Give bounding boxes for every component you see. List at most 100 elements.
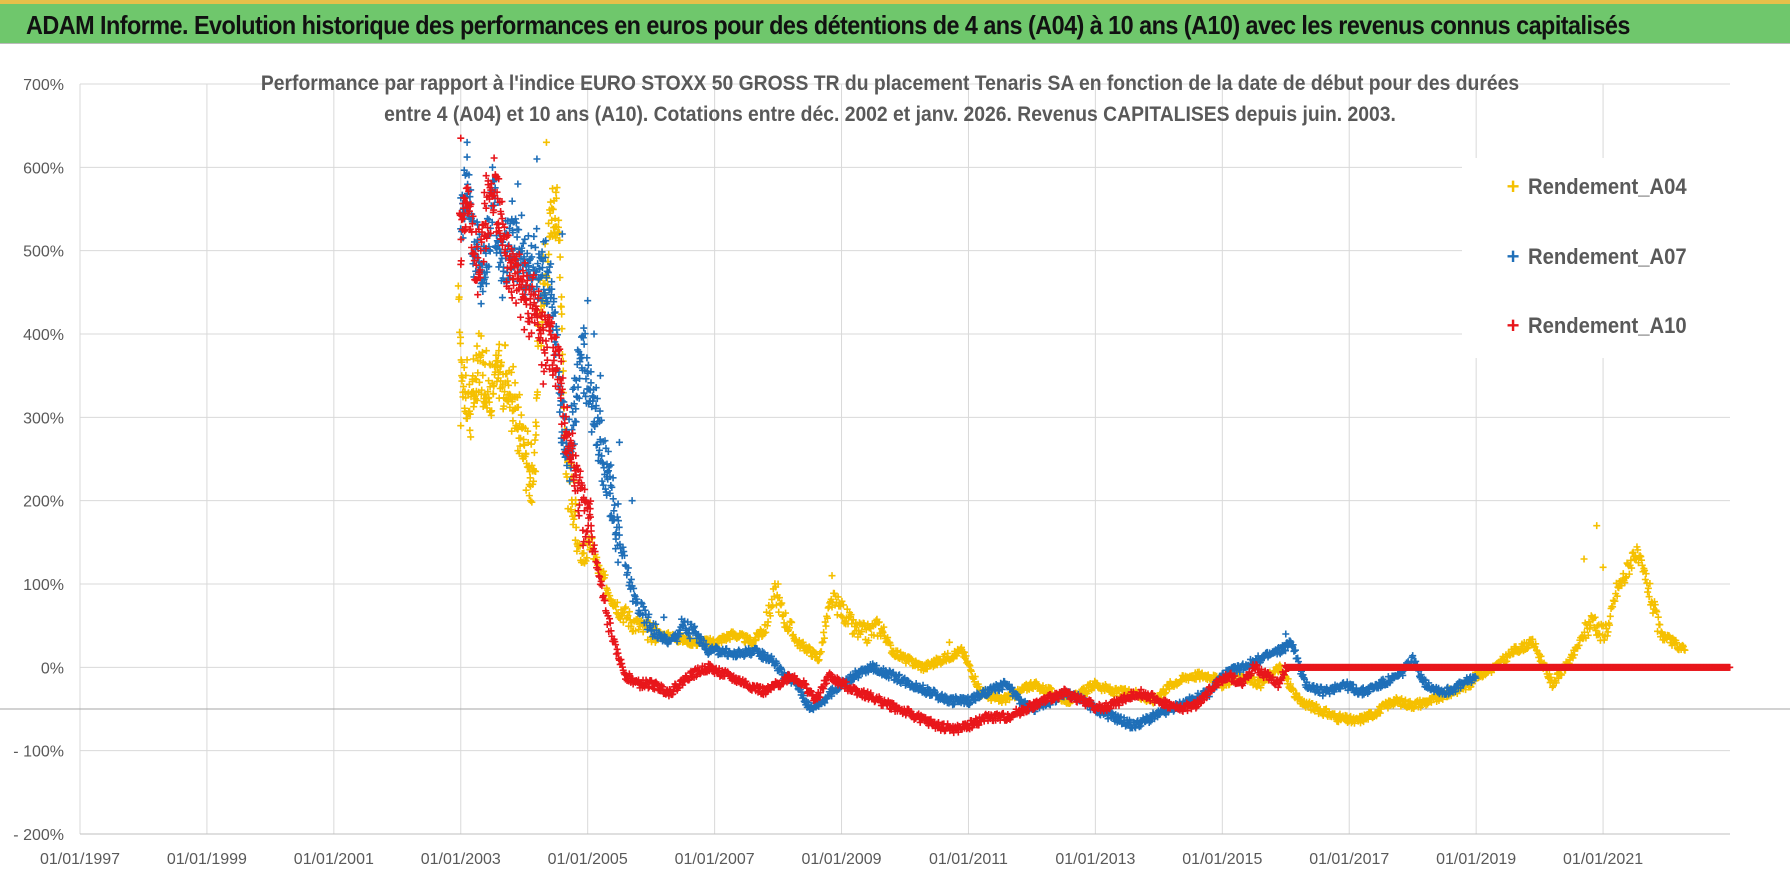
data-point: [1628, 564, 1636, 572]
data-point: [547, 260, 555, 268]
data-point: [534, 260, 542, 268]
data-point: [559, 367, 567, 375]
data-point: [526, 474, 534, 482]
x-tick-label: 01/01/2007: [675, 851, 755, 868]
data-point: [823, 614, 831, 622]
data-point: [574, 383, 582, 391]
data-point: [1591, 613, 1599, 621]
data-point-outlier: [945, 638, 953, 646]
data-point: [465, 171, 473, 179]
data-point: [512, 219, 520, 227]
data-point: [614, 500, 622, 508]
data-point-outlier: [463, 138, 471, 146]
data-point: [483, 268, 491, 276]
data-point: [549, 312, 557, 320]
data-point: [479, 371, 487, 379]
data-point: [508, 294, 516, 302]
data-point: [579, 334, 587, 342]
data-point: [550, 295, 558, 303]
data-point: [543, 356, 551, 364]
data-point: [456, 339, 464, 347]
data-point: [607, 512, 615, 520]
data-point: [718, 639, 726, 647]
data-point: [1646, 580, 1654, 588]
data-point: [1558, 671, 1566, 679]
data-point: [1585, 618, 1593, 626]
data-point: [575, 512, 583, 520]
data-point: [501, 388, 509, 396]
x-tick-label: 01/01/2005: [548, 851, 628, 868]
data-point: [485, 246, 493, 254]
series-rendement-a04: [454, 138, 1689, 727]
x-tick-label: 01/01/1999: [167, 851, 247, 868]
data-point: [1257, 684, 1265, 692]
data-point: [474, 369, 482, 377]
data-point: [1625, 570, 1633, 578]
y-tick-label: 100%: [23, 577, 64, 594]
data-point: [613, 513, 621, 521]
data-point: [519, 239, 527, 247]
data-point-outlier: [542, 138, 550, 146]
data-point: [562, 470, 570, 478]
data-point: [1293, 689, 1301, 697]
data-point: [575, 394, 583, 402]
data-point: [583, 554, 591, 562]
data-point: [584, 361, 592, 369]
data-point: [606, 489, 614, 497]
data-point: [538, 297, 546, 305]
data-point: [570, 400, 578, 408]
data-point: [609, 474, 617, 482]
data-point: [971, 673, 979, 681]
data-point: [486, 247, 494, 255]
data-point: [581, 330, 589, 338]
data-point: [556, 273, 564, 281]
data-point: [496, 259, 504, 267]
data-point: [619, 618, 627, 626]
data-point: [767, 603, 775, 611]
data-point: [482, 347, 490, 355]
data-point-outlier: [1282, 630, 1290, 638]
data-point-outlier: [774, 580, 782, 588]
data-point: [587, 379, 595, 387]
data-point: [589, 397, 597, 405]
data-point: [1609, 603, 1617, 611]
data-point: [603, 468, 611, 476]
data-point: [482, 280, 490, 288]
data-point: [455, 293, 463, 301]
data-point: [1165, 685, 1173, 693]
data-point-outlier: [457, 422, 465, 430]
data-point: [609, 495, 617, 503]
data-point: [580, 324, 588, 332]
data-point: [497, 361, 505, 369]
data-point: [1654, 613, 1662, 621]
data-point: [533, 225, 541, 233]
data-point: [531, 436, 539, 444]
data-point: [612, 535, 620, 543]
data-point-outlier: [514, 180, 522, 188]
data-point: [517, 313, 525, 321]
data-point: [512, 299, 520, 307]
data-point: [462, 394, 470, 402]
data-point: [611, 501, 619, 509]
data-point: [1545, 670, 1553, 678]
y-tick-label: 0%: [41, 660, 64, 677]
data-point: [1571, 651, 1579, 659]
data-point: [466, 426, 474, 434]
data-point: [463, 153, 471, 161]
data-point: [764, 618, 772, 626]
data-point: [558, 293, 566, 301]
x-tick-label: 01/01/2015: [1182, 851, 1262, 868]
data-point-outlier: [469, 355, 477, 363]
data-point: [580, 340, 588, 348]
data-point: [817, 648, 825, 656]
data-point: [556, 408, 564, 416]
data-point: [847, 611, 855, 619]
data-point: [513, 233, 521, 241]
data-point: [488, 218, 496, 226]
x-tick-label: 01/01/2003: [421, 851, 501, 868]
data-point: [775, 594, 783, 602]
data-point: [566, 477, 574, 485]
x-tick-label: 01/01/2011: [929, 851, 1008, 868]
x-tick-label: 01/01/2017: [1309, 851, 1389, 868]
data-point: [533, 388, 541, 396]
